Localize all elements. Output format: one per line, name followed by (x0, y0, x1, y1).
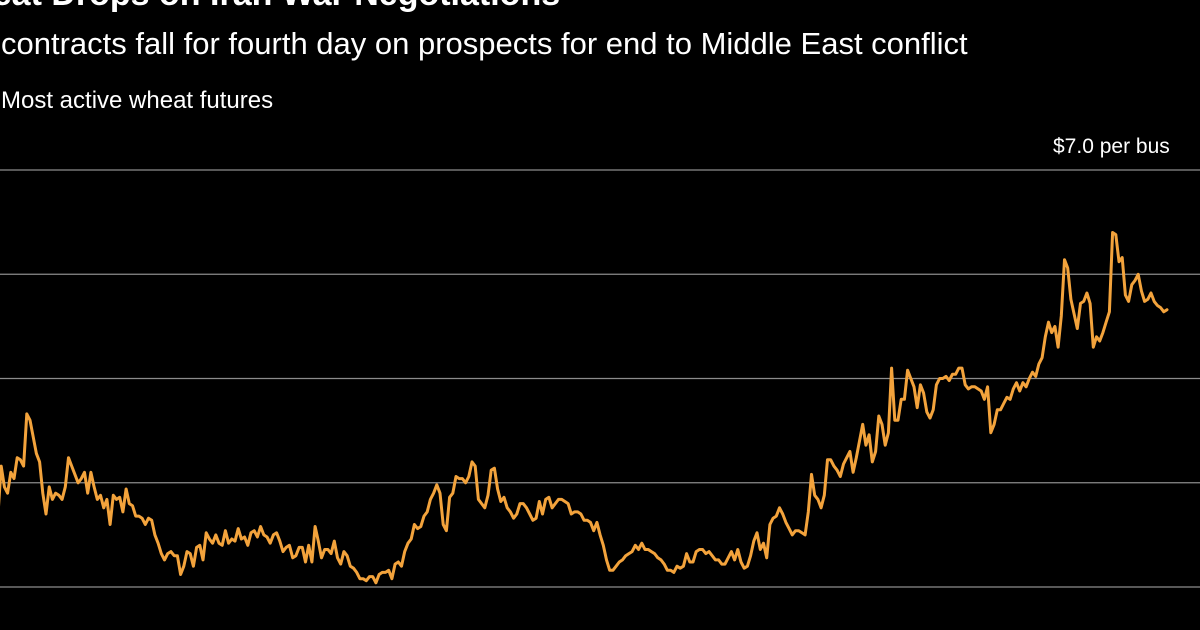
price-line (0, 231, 1169, 585)
gridlines (0, 169, 1200, 588)
headline: heat Drops on Iran War Negotiations (0, 0, 560, 15)
y-axis-unit-label: $7.0 per bus (1053, 135, 1170, 158)
chart-title: Most active wheat futures (1, 87, 274, 114)
series-layer (0, 231, 1169, 585)
subheadline: contracts fall for fourth day on prospec… (1, 26, 968, 61)
